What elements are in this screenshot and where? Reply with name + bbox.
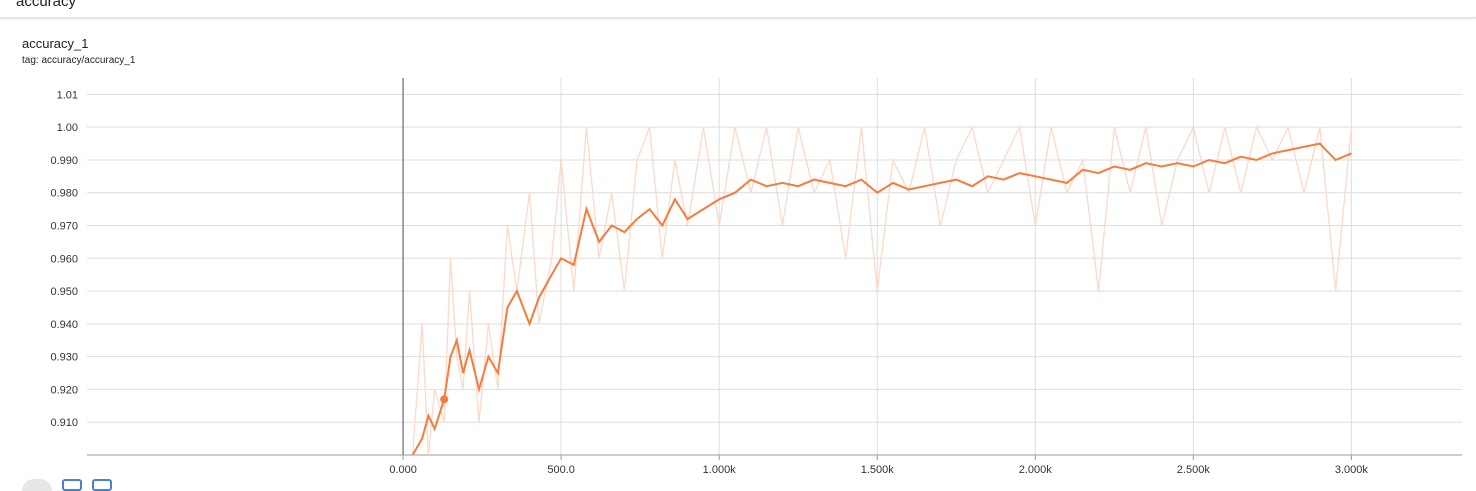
y-tick-label: 1.01	[57, 89, 78, 101]
x-tick-label: 2.500k	[1177, 464, 1211, 476]
y-tick-label: 0.940	[50, 319, 78, 331]
toggle-log-icon[interactable]	[62, 479, 82, 491]
y-gridlines	[87, 93, 1462, 423]
x-tick-labels: 0.000 500.0 1.000k 1.500k 2.000k 2.500k 3.000k	[389, 464, 1368, 476]
raw-series-line	[411, 125, 1353, 456]
x-tick-label: 1.000k	[703, 464, 737, 476]
x-tick-label: 1.500k	[861, 464, 895, 476]
section-title: accuracy	[16, 0, 77, 10]
y-tick-label: 0.910	[50, 417, 78, 429]
x-tick-label: 500.0	[547, 464, 575, 476]
y-tick-labels: 0.910 0.920 0.930 0.940 0.950 0.960 0.970 0.980…	[50, 89, 78, 429]
smoothed-series-line	[411, 142, 1352, 456]
y-tick-label: 0.960	[50, 253, 78, 265]
y-tick-label: 0.950	[50, 286, 78, 298]
y-tick-label: 0.930	[50, 352, 78, 364]
card-tag: tag: accuracy/accuracy_1	[22, 55, 136, 66]
x-tick-label: 2.000k	[1019, 464, 1053, 476]
y-tick-label: 0.920	[50, 384, 78, 396]
x-tick-label: 3.000k	[1335, 464, 1369, 476]
download-icon[interactable]	[92, 479, 112, 491]
fit-domain-icon[interactable]	[22, 479, 52, 491]
y-tick-label: 0.990	[50, 155, 78, 167]
hover-point	[440, 395, 449, 404]
y-tick-label: 1.00	[57, 122, 78, 134]
section-header[interactable]: accuracy	[0, 0, 1476, 18]
y-tick-label: 0.970	[50, 221, 78, 233]
x-tick-label: 0.000	[389, 464, 417, 476]
x-gridlines	[402, 78, 1352, 460]
card-title: accuracy_1	[22, 36, 89, 51]
y-tick-label: 0.980	[50, 188, 78, 200]
